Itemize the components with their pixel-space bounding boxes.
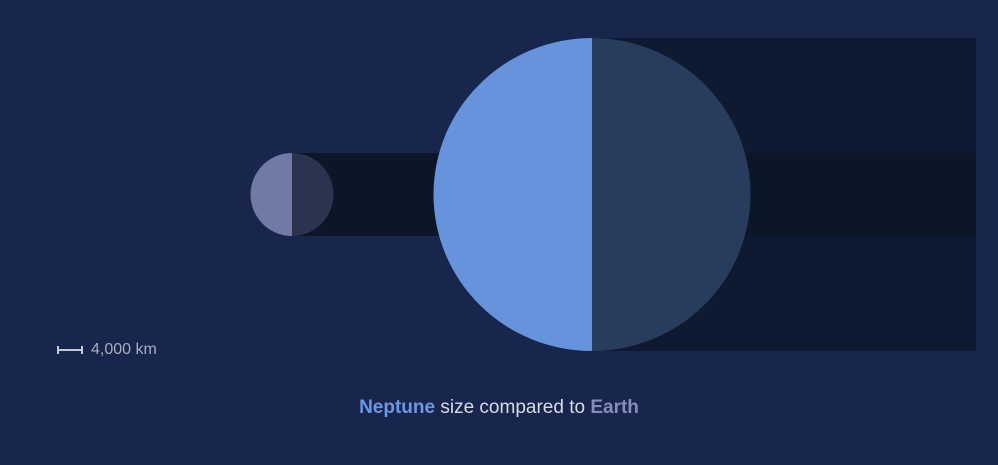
scale-bar-icon bbox=[57, 346, 83, 354]
caption-planet-b: Earth bbox=[590, 397, 639, 418]
earth-planet bbox=[250, 153, 334, 236]
caption-planet-a: Neptune bbox=[359, 397, 436, 418]
comparison-caption: Neptune size compared to Earth bbox=[0, 397, 998, 419]
earth-lit-half bbox=[250, 153, 292, 236]
neptune-dark-half bbox=[592, 38, 751, 351]
neptune-lit-half bbox=[433, 38, 592, 351]
scale-bar: 4,000 km bbox=[57, 339, 157, 361]
earth-dark-half bbox=[292, 153, 334, 236]
caption-middle: size compared to bbox=[435, 397, 591, 418]
neptune-planet bbox=[433, 38, 751, 351]
scale-bar-label: 4,000 km bbox=[91, 341, 157, 358]
